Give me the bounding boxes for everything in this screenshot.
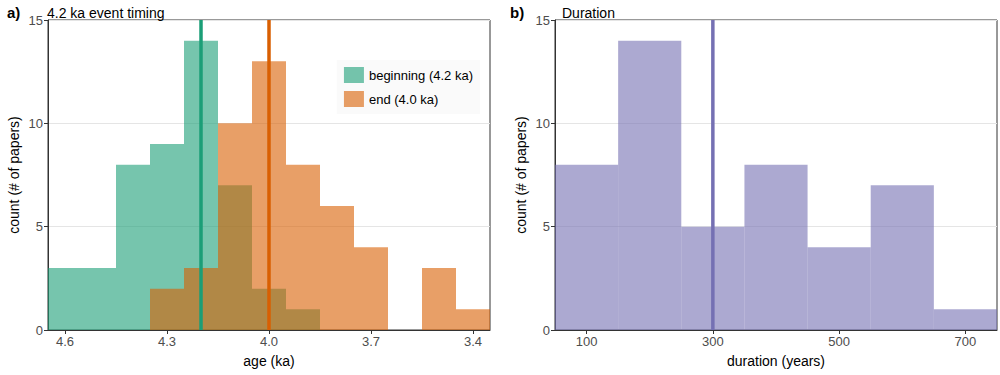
svg-text:age (ka): age (ka) — [243, 353, 294, 369]
svg-text:700: 700 — [955, 334, 977, 349]
svg-text:10: 10 — [536, 116, 550, 131]
svg-text:0: 0 — [36, 323, 43, 338]
svg-text:4.2 ka event timing: 4.2 ka event timing — [47, 5, 165, 21]
svg-text:4.3: 4.3 — [158, 334, 176, 349]
svg-text:b): b) — [510, 4, 524, 21]
svg-text:Duration: Duration — [562, 5, 615, 21]
svg-text:a): a) — [7, 4, 20, 21]
svg-text:3.7: 3.7 — [362, 334, 380, 349]
svg-text:duration (years): duration (years) — [727, 353, 825, 369]
svg-text:5: 5 — [543, 219, 550, 234]
svg-text:beginning (4.2 ka): beginning (4.2 ka) — [369, 68, 473, 83]
svg-text:10: 10 — [29, 116, 43, 131]
svg-text:15: 15 — [29, 13, 43, 28]
svg-text:5: 5 — [36, 219, 43, 234]
svg-text:300: 300 — [702, 334, 724, 349]
svg-text:count (# of papers): count (# of papers) — [6, 116, 22, 234]
svg-text:count (# of papers): count (# of papers) — [513, 116, 529, 234]
svg-text:15: 15 — [536, 13, 550, 28]
svg-text:4.0: 4.0 — [260, 334, 278, 349]
svg-text:3.4: 3.4 — [464, 334, 482, 349]
svg-text:500: 500 — [828, 334, 850, 349]
svg-text:4.6: 4.6 — [56, 334, 74, 349]
svg-text:100: 100 — [576, 334, 598, 349]
svg-text:0: 0 — [543, 323, 550, 338]
svg-text:end (4.0 ka): end (4.0 ka) — [369, 92, 438, 107]
